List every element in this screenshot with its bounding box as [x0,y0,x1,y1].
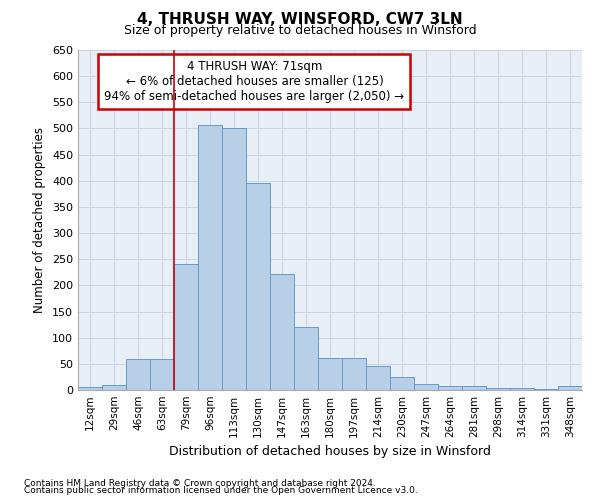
Bar [126,358,150,390]
Bar [438,386,462,390]
Bar [318,358,342,390]
Bar [174,264,198,390]
Bar [246,184,270,390]
Text: 4, THRUSH WAY, WINSFORD, CW7 3LN: 4, THRUSH WAY, WINSFORD, CW7 3LN [137,12,463,28]
Bar [270,274,294,390]
Bar [510,388,534,390]
Bar [558,386,582,390]
Text: Size of property relative to detached houses in Winsford: Size of property relative to detached ho… [124,24,476,37]
Bar [222,128,246,390]
Text: Contains HM Land Registry data © Crown copyright and database right 2024.: Contains HM Land Registry data © Crown c… [24,478,376,488]
Bar [366,366,390,390]
X-axis label: Distribution of detached houses by size in Winsford: Distribution of detached houses by size … [169,446,491,458]
Bar [462,386,486,390]
Text: 4 THRUSH WAY: 71sqm
← 6% of detached houses are smaller (125)
94% of semi-detach: 4 THRUSH WAY: 71sqm ← 6% of detached hou… [104,60,404,103]
Y-axis label: Number of detached properties: Number of detached properties [34,127,46,313]
Bar [486,388,510,390]
Bar [342,358,366,390]
Bar [102,385,126,390]
Bar [414,384,438,390]
Bar [534,389,558,390]
Bar [390,377,414,390]
Bar [294,327,318,390]
Bar [78,388,102,390]
Text: Contains public sector information licensed under the Open Government Licence v3: Contains public sector information licen… [24,486,418,495]
Bar [198,125,222,390]
Bar [150,358,174,390]
